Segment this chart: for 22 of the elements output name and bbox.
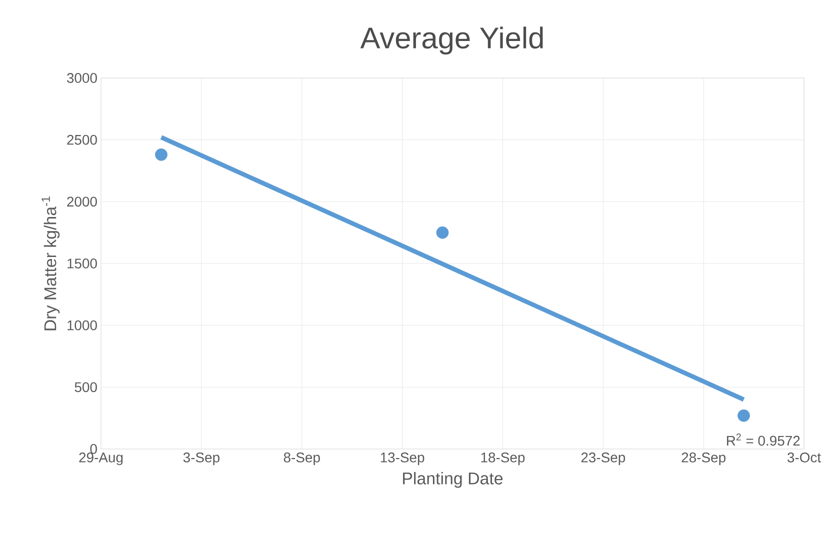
chart-title: Average Yield (360, 26, 543, 54)
y-tick-label: 2000 (67, 196, 97, 207)
x-tick-label: 3-Oct (787, 452, 821, 462)
y-axis-title: Dry Matter kg/ha$^{-1}$ (42, 196, 60, 330)
y-tick-label: 0 (90, 444, 97, 454)
y-tick-label: 1500 (68, 258, 97, 268)
x-tick-label: 3-Sep (183, 452, 220, 466)
x-axis-title: Planting Date (403, 472, 503, 488)
y-tick-label: 2500 (67, 134, 97, 145)
x-tick-label: 8-Sep (284, 452, 320, 466)
x-tick-label: 13-Sep (380, 452, 424, 466)
x-tick-label: 23-Sep (581, 452, 626, 466)
point (738, 409, 750, 422)
annotation: R$^{2}$ = 0.9572 (726, 434, 800, 446)
y-tick-label: 500 (74, 382, 97, 392)
point (436, 226, 449, 239)
x-tick-label: 28-Sep (682, 452, 726, 466)
x-tick-label: 18-Sep (481, 452, 525, 466)
y-tick-label: 1000 (68, 320, 97, 330)
y-tick-label: 3000 (66, 73, 97, 83)
point (155, 148, 168, 161)
x-tick-label: 29-Aug (79, 452, 123, 466)
